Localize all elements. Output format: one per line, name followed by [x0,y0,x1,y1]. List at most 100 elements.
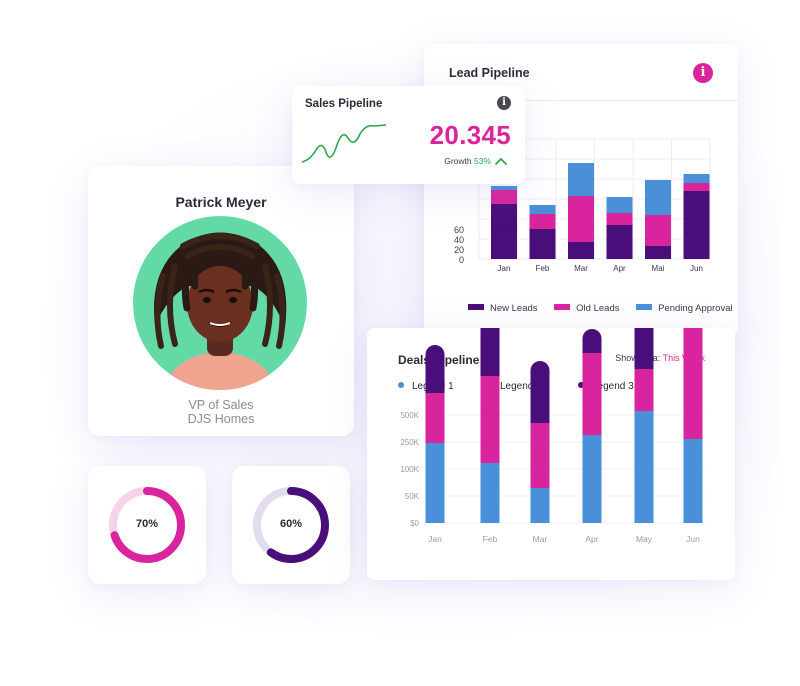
avatar [133,216,307,390]
legend-swatch [468,304,484,311]
legend-item: Old Leads [554,303,619,314]
bar-segment [568,242,594,259]
bar-segment [529,214,556,229]
lead-pipeline-title: Lead Pipeline [449,66,530,80]
deals-pipeline-card: Deals Pipeline Show data: This Week Lege… [367,328,735,580]
bar-segment [606,213,633,225]
bar-segment [634,411,654,523]
bar-segment [530,488,550,523]
profile-title: VP of Sales [188,398,254,412]
donut-card-60: 60% [232,466,350,584]
bar-segment [582,353,602,435]
donut-chart [253,487,329,563]
lead-legend: New Leads Old Leads Pending Approval [468,303,747,314]
info-icon[interactable]: i [497,96,511,110]
x-tick-label: Mar [533,534,548,544]
bar-segment [582,329,602,353]
x-tick-label: Jan [428,534,442,544]
donut-percent: 70% [135,518,159,530]
donut-percent: 60% [279,518,303,530]
bar-segment [568,163,594,196]
profile-role: VP of Sales DJS Homes [88,398,354,426]
bar-segment [530,361,550,423]
bar-segment [425,393,445,443]
y-tick-label: 500K [400,411,419,420]
info-icon[interactable]: i [693,63,713,83]
y-tick-label: 100K [400,465,419,474]
bar-segment [530,423,550,488]
legend-dot [578,382,584,389]
y-tick-label: 50K [405,492,420,501]
legend-label: New Leads [490,303,538,314]
x-tick-label: Jan [498,264,511,273]
legend-swatch [554,304,571,311]
profile-company: DJS Homes [187,412,255,426]
bar-segment [634,328,654,369]
bar-segment [568,196,594,242]
y-tick-label: 60 [454,225,464,235]
sales-pipeline-card: Sales Pipeline i 20.345 Growth 53% [292,86,525,184]
bar-segment [491,186,517,190]
bar-segment [480,328,500,376]
deals-pipeline-chart: $0 50K 100K 250K 500K Jan Feb Mar Apr May Jun [400,328,707,544]
x-tick-label: Jun [690,264,703,273]
bar-segment [480,463,500,523]
bar-segment [634,369,654,411]
legend-swatch [636,304,653,311]
x-tick-label: May [636,534,653,544]
x-tick-label: Mai [652,264,665,273]
bar-segment [425,345,445,393]
divider [424,100,738,101]
profile-name: Patrick Meyer [175,194,267,210]
bar-segment [582,435,602,523]
growth-value: 53% [473,156,491,166]
y-tick-label: $0 [410,519,419,528]
y-tick-label: 40 [454,235,464,245]
bar-segment [480,376,500,463]
x-tick-label: Apr [613,264,626,273]
bar-segment [645,246,671,259]
x-tick-label: Jun [686,534,700,544]
bar-segment [683,191,710,259]
donut-arc [109,487,185,563]
x-tick-label: Mar [574,264,588,273]
legend-label: Old Leads [576,303,620,314]
bar-segment [645,215,671,246]
legend-label: Legend 3 [592,381,634,392]
x-tick-label: Apr [585,534,598,544]
legend-item: Legend 3 [578,381,634,392]
donut-arc [253,487,329,563]
bar-segment [683,183,710,191]
growth-label: Growth [444,156,472,166]
legend-label: Pending Approval [658,303,733,314]
sparkline [301,124,387,163]
donut-chart [109,487,185,563]
donut-card-70: 70% [88,466,206,584]
x-tick-label: Feb [483,534,498,544]
bar-segment [491,190,517,204]
legend-label: Legend 2 [500,381,542,392]
lead-pipeline-card: Lead Pipeline i 0 20 40 60 Jan Feb Mar Apr Mai Ju… [424,44,738,336]
growth-text: Growth 53% [444,156,491,166]
bar-segment [683,174,710,183]
legend-dot [398,382,404,389]
x-tick-label: Feb [536,264,550,273]
bar-segment [529,229,556,259]
bar-segment [683,439,703,523]
y-tick-label: 0 [459,255,464,265]
bar-segment [425,443,445,523]
profile-card: Patrick Meyer [88,166,354,436]
legend-item: New Leads [468,303,538,314]
bar-segment [606,225,633,259]
bar-segment [645,180,671,215]
y-tick-label: 250K [400,438,419,447]
bar-segment [683,328,703,439]
y-tick-label: 20 [454,245,464,255]
bar-segment [606,197,633,213]
chevron-up-icon [495,157,507,165]
sales-pipeline-title: Sales Pipeline [305,98,383,110]
legend-item: Pending Approval [636,303,733,314]
bar-segment [491,204,517,259]
bar-segment [529,205,556,214]
